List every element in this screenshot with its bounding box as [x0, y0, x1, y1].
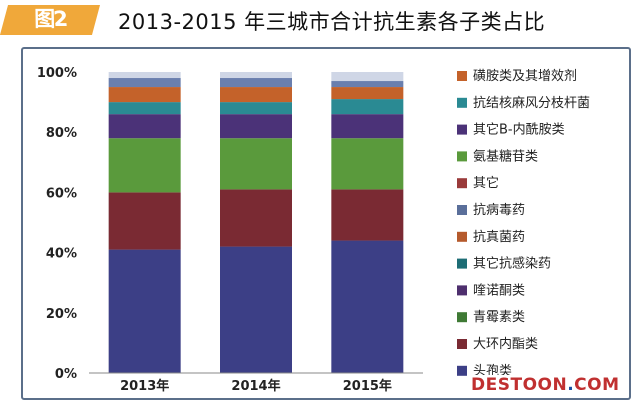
bar-segment — [108, 72, 181, 79]
x-tick-label: 2015年 — [343, 378, 392, 394]
y-tick-label: 60% — [46, 186, 77, 201]
y-tick-label: 80% — [46, 126, 77, 141]
bar-segment — [220, 87, 292, 103]
bar-segment — [108, 138, 181, 193]
legend-swatch — [457, 151, 467, 162]
watermark-text: DESTOON — [471, 375, 568, 395]
legend-swatch — [457, 231, 467, 242]
legend-swatch — [457, 178, 467, 189]
y-tick-label: 20% — [46, 307, 77, 322]
title-bar: 图2 2013-2015 年三城市合计抗生素各子类占比 — [0, 0, 641, 42]
legend-label: 其它 — [473, 175, 499, 191]
bar-segment — [331, 114, 404, 139]
bar-segment — [108, 249, 181, 373]
legend-swatch — [457, 312, 467, 323]
bar-segment — [108, 114, 181, 139]
legend-swatch — [457, 365, 467, 376]
bar-segment — [331, 72, 404, 82]
bar-segment — [331, 138, 404, 190]
legend-label: 其它B-内酰胺类 — [473, 122, 565, 138]
legend-swatch — [457, 258, 467, 269]
bar-segment — [220, 246, 292, 373]
watermark-suffix: COM — [574, 375, 620, 395]
bar-segment — [220, 102, 292, 115]
bar-segment — [108, 192, 181, 250]
bar-segment — [220, 72, 292, 79]
bar-segment — [331, 87, 404, 100]
legend-swatch — [457, 71, 467, 81]
legend-label: 青霉素类 — [473, 310, 525, 325]
bar-segment — [331, 99, 404, 115]
legend-swatch — [457, 285, 467, 296]
bar-segment — [220, 78, 292, 88]
legend-swatch — [457, 205, 467, 215]
legend-label: 抗结核麻风分枝杆菌 — [473, 96, 590, 111]
watermark: DESTOON.COM — [467, 375, 624, 397]
y-tick-label: 40% — [46, 247, 77, 262]
bar-segment — [220, 138, 292, 190]
legend-label: 抗真菌药 — [473, 230, 525, 245]
y-tick-label: 0% — [55, 367, 77, 382]
x-tick-label: 2014年 — [231, 378, 280, 394]
y-tick-label: 100% — [37, 66, 77, 81]
legend-swatch — [457, 124, 467, 135]
bar-segment — [108, 87, 181, 103]
bar-segment — [331, 240, 404, 373]
chart-title: 2013-2015 年三城市合计抗生素各子类占比 — [118, 10, 546, 34]
x-tick-label: 2013年 — [120, 378, 169, 394]
bar-segment — [331, 81, 404, 88]
bar-segment — [331, 189, 404, 241]
watermark-dot: . — [567, 375, 575, 395]
bar-segment — [108, 78, 181, 88]
legend-label: 磺胺类及其增效剂 — [473, 69, 577, 84]
legend-swatch — [457, 97, 467, 108]
bar-segment — [220, 114, 292, 139]
legend-label: 其它抗感染药 — [473, 256, 551, 272]
legend-label: 喹诺酮类 — [473, 283, 525, 298]
legend-swatch — [457, 339, 467, 349]
bar-segment — [108, 102, 181, 115]
legend-label: 大环内酯类 — [473, 336, 538, 352]
bar-segment — [220, 189, 292, 247]
legend-label: 抗病毒药 — [473, 203, 525, 218]
legend-label: 氨基糖苷类 — [473, 148, 538, 164]
